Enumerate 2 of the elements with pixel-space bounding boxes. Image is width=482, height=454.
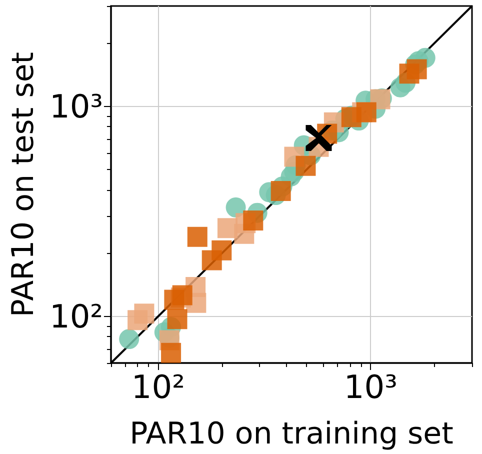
y-axis-title: PAR10 on test set: [6, 52, 42, 318]
x-axis-title: PAR10 on training set: [130, 416, 454, 452]
